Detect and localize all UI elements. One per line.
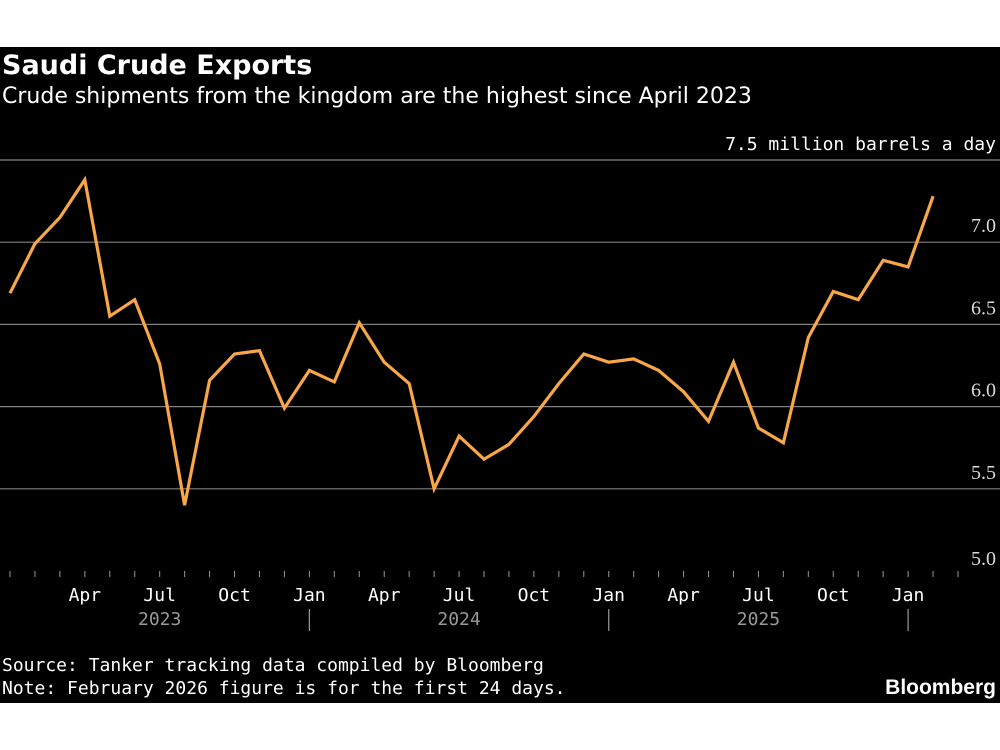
chart-subtitle: Crude shipments from the kingdom are the… [2, 84, 752, 109]
series-lines [8, 175, 935, 506]
line-chart: 5.0 5.5 6.0 6.5 7.0 7.5 million barrels a day… [0, 134, 1000, 631]
x-tick-label: Jan [592, 585, 625, 606]
x-tick-label: Apr [69, 585, 102, 606]
x-tick-label: Jan [293, 585, 326, 606]
x-tick-label: Oct [817, 585, 850, 606]
series-line-saudi-crude-exports [8, 175, 935, 506]
year-label: 2024 [437, 609, 480, 630]
x-tick-label: Oct [218, 585, 251, 606]
y-axis-unit-label: 7.5 million barrels a day [725, 134, 996, 155]
y-tick-label: 5.5 [971, 462, 996, 484]
chart-panel: Saudi Crude Exports Crude shipments from… [0, 47, 1000, 703]
y-tick-label: 6.0 [971, 380, 996, 402]
source-note: Source: Tanker tracking data compiled by… [2, 655, 544, 676]
x-tick-label: Oct [518, 585, 551, 606]
y-tick-label: 6.5 [971, 297, 996, 319]
chart-title: Saudi Crude Exports [2, 50, 313, 81]
x-tick-label: Apr [667, 585, 700, 606]
year-label: 2025 [737, 609, 780, 630]
footnote: Note: February 2026 figure is for the fi… [2, 678, 566, 699]
x-tick-label: Jan [892, 585, 925, 606]
x-tick-label: Jul [143, 585, 176, 606]
x-tick-label: Jul [443, 585, 476, 606]
x-tick-label: Apr [368, 585, 401, 606]
y-axis-labels: 5.0 5.5 6.0 6.5 7.0 7.5 million barrels a day [725, 134, 996, 570]
y-tick-label: 5.0 [971, 548, 996, 570]
y-tick-label: 7.0 [971, 215, 996, 237]
gridlines [0, 159, 1000, 490]
year-label: 2023 [138, 609, 181, 630]
x-axis: Apr Jul Oct Jan Apr Jul Oct Jan Apr Jul Oct Jan 2023… [9, 571, 959, 631]
x-tick-label: Jul [742, 585, 775, 606]
bloomberg-logo: Bloomberg [885, 676, 996, 699]
